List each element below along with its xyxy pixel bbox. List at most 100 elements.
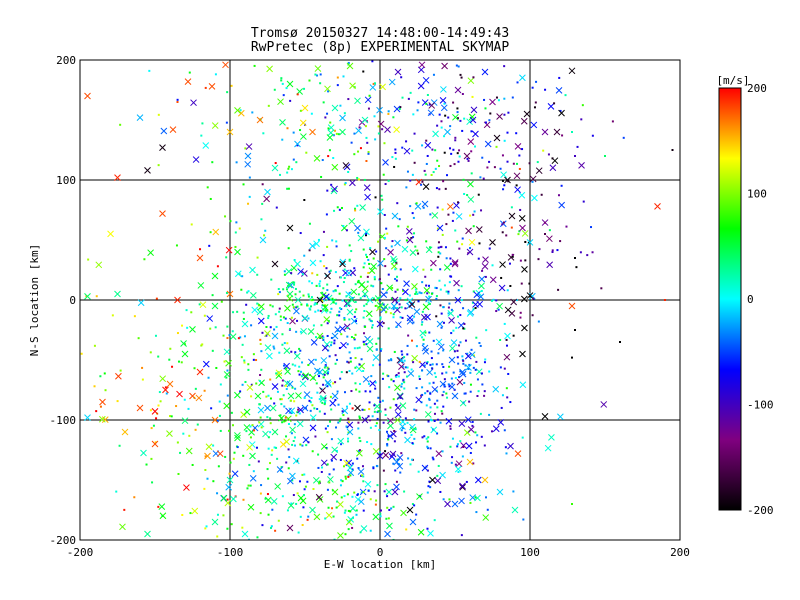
data-point-dot bbox=[383, 236, 386, 239]
data-point-x bbox=[553, 128, 561, 136]
data-point-dot bbox=[508, 262, 511, 265]
data-point-x bbox=[98, 415, 106, 423]
colorbar-tick-label: 100 bbox=[747, 188, 767, 201]
data-point-dot bbox=[354, 319, 357, 322]
data-point-dot bbox=[93, 344, 96, 347]
data-point-dot bbox=[340, 371, 343, 374]
data-point-x bbox=[257, 303, 265, 310]
data-point-dot bbox=[363, 332, 366, 335]
data-point-dot bbox=[439, 252, 442, 255]
data-point-dot bbox=[565, 225, 568, 228]
data-point-dot bbox=[405, 375, 408, 378]
data-point-dot bbox=[294, 364, 297, 367]
data-point-dot bbox=[411, 503, 414, 506]
data-point-dot bbox=[449, 427, 452, 430]
data-point-dot bbox=[345, 371, 348, 374]
data-point-dot bbox=[298, 480, 301, 483]
data-point-dot bbox=[258, 421, 261, 424]
data-point-x bbox=[531, 194, 538, 202]
data-point-dot bbox=[259, 338, 262, 341]
data-point-dot bbox=[239, 109, 242, 112]
data-point-dot bbox=[395, 325, 398, 328]
data-point-dot bbox=[340, 443, 343, 446]
data-point-dot bbox=[671, 149, 674, 151]
data-point-dot bbox=[449, 147, 452, 150]
data-point-dot bbox=[450, 152, 453, 155]
data-point-x bbox=[452, 113, 459, 121]
data-point-dot bbox=[267, 513, 270, 516]
data-point-dot bbox=[376, 465, 379, 468]
data-point-x bbox=[320, 357, 328, 364]
data-point-x bbox=[324, 85, 331, 93]
data-point-x bbox=[266, 352, 273, 360]
data-point-dot bbox=[363, 295, 366, 298]
data-point-dot bbox=[443, 102, 446, 105]
data-point-dot bbox=[438, 165, 441, 168]
data-point-x bbox=[386, 432, 394, 440]
data-point-dot bbox=[260, 218, 263, 221]
data-point-dot bbox=[381, 288, 384, 291]
data-point-dot bbox=[402, 289, 405, 292]
data-point-dot bbox=[330, 183, 333, 186]
data-point-dot bbox=[442, 390, 445, 393]
data-point-dot bbox=[340, 333, 343, 336]
data-point-dot bbox=[225, 376, 228, 379]
data-point-dot bbox=[551, 157, 554, 160]
data-point-dot bbox=[337, 403, 340, 406]
y-tick-label: 200 bbox=[56, 54, 76, 67]
data-point-dot bbox=[507, 111, 510, 114]
data-point-dot bbox=[371, 324, 374, 327]
data-point-dot bbox=[269, 526, 272, 529]
data-point-dot bbox=[356, 176, 359, 179]
data-point-dot bbox=[187, 407, 190, 410]
data-point-dot bbox=[241, 526, 244, 529]
data-point-x bbox=[425, 246, 433, 254]
data-point-x bbox=[377, 259, 384, 267]
data-point-dot bbox=[345, 295, 348, 298]
data-point-dot bbox=[360, 491, 363, 494]
data-point-dot bbox=[415, 345, 418, 348]
data-point-dot bbox=[503, 221, 506, 224]
data-point-x bbox=[319, 387, 326, 394]
data-point-dot bbox=[544, 233, 546, 235]
data-point-dot bbox=[412, 361, 415, 364]
data-point-dot bbox=[282, 394, 285, 397]
data-point-dot bbox=[357, 427, 360, 430]
data-point-x bbox=[363, 228, 370, 236]
data-point-dot bbox=[169, 347, 172, 350]
data-point-dot bbox=[256, 256, 259, 259]
data-point-dot bbox=[456, 445, 459, 448]
data-point-x bbox=[285, 281, 293, 289]
data-point-dot bbox=[335, 240, 338, 243]
data-point-dot bbox=[348, 259, 351, 262]
data-point-dot bbox=[466, 157, 469, 160]
data-point-dot bbox=[305, 444, 308, 447]
data-point-dot bbox=[574, 155, 576, 157]
data-point-dot bbox=[484, 121, 487, 124]
data-point-dot bbox=[336, 314, 339, 317]
data-point-dot bbox=[401, 96, 404, 99]
data-point-dot bbox=[347, 421, 350, 424]
data-point-dot bbox=[503, 97, 506, 100]
data-point-dot bbox=[491, 264, 494, 267]
data-point-x bbox=[211, 122, 219, 129]
data-point-dot bbox=[340, 479, 343, 482]
data-point-dot bbox=[473, 210, 476, 213]
data-point-x bbox=[349, 269, 357, 277]
data-point-dot bbox=[364, 325, 367, 328]
data-point-dot bbox=[447, 312, 450, 315]
data-point-dot bbox=[274, 313, 277, 316]
data-point-dot bbox=[317, 238, 320, 241]
data-point-x bbox=[279, 119, 286, 126]
data-point-dot bbox=[328, 149, 331, 152]
data-point-dot bbox=[260, 426, 263, 429]
data-point-dot bbox=[409, 205, 412, 208]
data-point-x bbox=[425, 295, 432, 303]
data-point-dot bbox=[314, 358, 317, 361]
data-point-dot bbox=[333, 342, 336, 345]
data-point-dot bbox=[437, 464, 440, 467]
data-point-dot bbox=[422, 206, 425, 209]
data-point-dot bbox=[480, 372, 483, 375]
data-point-dot bbox=[428, 103, 431, 106]
data-point-dot bbox=[283, 273, 286, 276]
